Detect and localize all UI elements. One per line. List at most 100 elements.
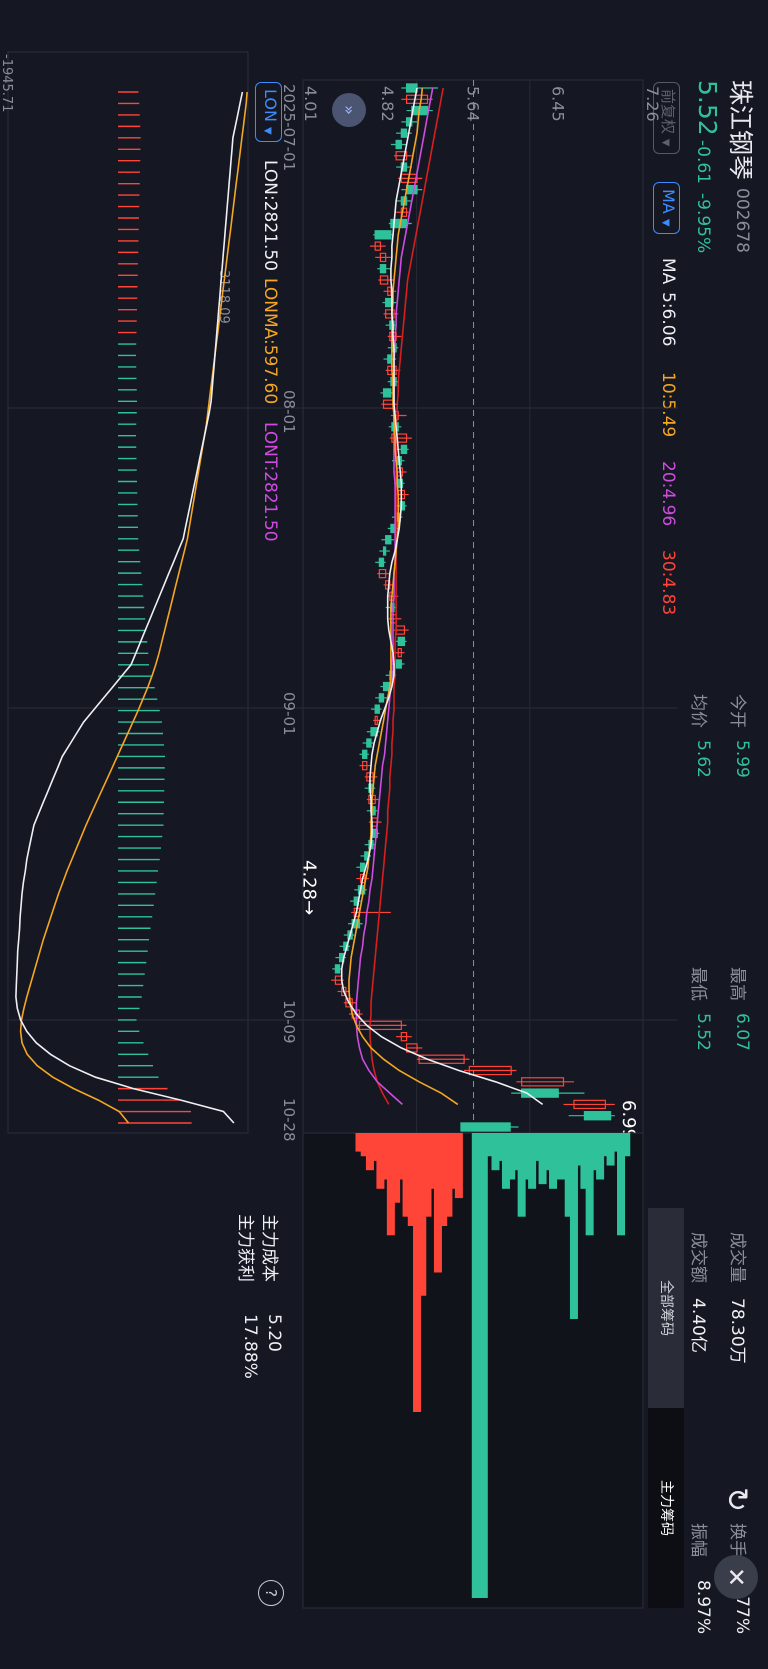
lon-y-tick-bottom: -1945.71 xyxy=(0,54,14,112)
candle xyxy=(417,1054,470,1064)
candle-body xyxy=(385,535,392,545)
lon-plot-frame xyxy=(7,51,249,1134)
candle xyxy=(377,264,391,274)
candle xyxy=(401,83,438,93)
annotation-low-label: 4.28→ xyxy=(298,860,319,915)
candle-body xyxy=(405,83,418,93)
candle-body xyxy=(385,297,392,308)
candle-body xyxy=(358,1020,402,1031)
candle xyxy=(401,184,423,195)
candle xyxy=(516,1077,574,1087)
candle xyxy=(366,794,380,805)
candle xyxy=(401,117,418,127)
candle-body xyxy=(359,862,366,872)
candle-body xyxy=(583,1111,612,1121)
candle-body xyxy=(374,715,378,726)
candle-body xyxy=(391,433,408,443)
candle xyxy=(375,252,391,263)
candle xyxy=(359,749,369,759)
double-chevron-icon: » xyxy=(340,105,359,115)
candle-body xyxy=(378,693,385,703)
main-cost-value: 5.20 xyxy=(264,1314,284,1352)
candle xyxy=(460,1122,519,1132)
x-tick-label: 2025-07-01 xyxy=(280,84,298,171)
candle-body xyxy=(366,738,372,748)
lonma-line xyxy=(19,91,248,1124)
candle xyxy=(347,919,363,929)
candle-body xyxy=(378,568,387,579)
candle-body xyxy=(418,1054,465,1064)
chevron-down-icon: ▼ xyxy=(262,127,273,135)
x-tick-label: 10-28 xyxy=(280,1098,298,1142)
candle-body xyxy=(374,241,382,251)
candle-body xyxy=(379,264,387,274)
candle xyxy=(375,693,388,703)
chip-bar xyxy=(355,1133,364,1152)
collapse-button[interactable]: » xyxy=(332,93,366,127)
price-plot-frame xyxy=(302,79,644,1134)
candle-body xyxy=(382,546,387,556)
lonma-value: LONMA:597.60 xyxy=(260,278,280,405)
candle xyxy=(377,568,390,579)
x-tick-label: 09-01 xyxy=(280,692,298,736)
candle xyxy=(568,1111,615,1121)
candle-body xyxy=(379,275,389,285)
candle xyxy=(401,94,433,104)
price-y-tick-label: 4.01 xyxy=(301,86,320,122)
candle-body xyxy=(379,252,387,263)
main-profit-value: 17.88% xyxy=(240,1314,260,1379)
candle xyxy=(359,760,371,771)
candle-body xyxy=(395,139,402,150)
lon-value: LON:2821.50 xyxy=(260,160,280,271)
candle xyxy=(385,320,397,330)
candle xyxy=(563,1099,615,1110)
candle xyxy=(396,162,412,172)
candle-body xyxy=(400,444,408,455)
price-y-tick-label: 7.26 xyxy=(643,86,662,122)
main-cost-label: 主力成本 xyxy=(259,1214,279,1282)
candle xyxy=(381,535,395,545)
price-y-tick-label: 4.82 xyxy=(378,86,397,122)
candle xyxy=(380,388,395,398)
candle xyxy=(396,128,412,138)
candle-body xyxy=(387,286,392,296)
lon-button-label: LON xyxy=(261,89,280,122)
candle-body xyxy=(378,557,385,567)
ma20-line xyxy=(355,87,434,1105)
candle-body xyxy=(362,749,368,759)
candle xyxy=(511,1088,585,1098)
candle xyxy=(356,1020,407,1031)
ma5-line xyxy=(340,87,544,1106)
candle-body xyxy=(397,648,402,658)
candle-body xyxy=(573,1099,606,1110)
candle xyxy=(394,151,412,161)
chip-bar xyxy=(471,1133,488,1598)
chip-bar xyxy=(617,1133,626,1236)
lont-value: LONT:2821.50 xyxy=(260,422,280,542)
candle-body xyxy=(334,964,341,974)
candle xyxy=(464,1065,517,1076)
candle xyxy=(373,230,395,240)
candle xyxy=(381,399,399,409)
candle xyxy=(396,636,407,647)
candle xyxy=(332,964,342,974)
x-tick-label: 08-01 xyxy=(280,390,298,434)
lon-line xyxy=(15,91,244,1124)
candle xyxy=(375,557,386,567)
candle xyxy=(396,1031,412,1042)
candle xyxy=(398,173,423,184)
lon-button[interactable]: LON ▼ xyxy=(255,82,282,142)
candle xyxy=(369,241,386,251)
candle-body xyxy=(468,1065,512,1076)
candle-body xyxy=(362,760,368,771)
candle-body xyxy=(382,388,392,398)
ma10-line xyxy=(348,87,459,1106)
help-icon[interactable]: ? xyxy=(258,1580,284,1606)
candle xyxy=(379,546,390,556)
candle-body xyxy=(521,1077,565,1087)
candle xyxy=(371,704,382,714)
price-y-tick-label: 6.45 xyxy=(548,86,567,122)
candle-body xyxy=(385,309,395,319)
